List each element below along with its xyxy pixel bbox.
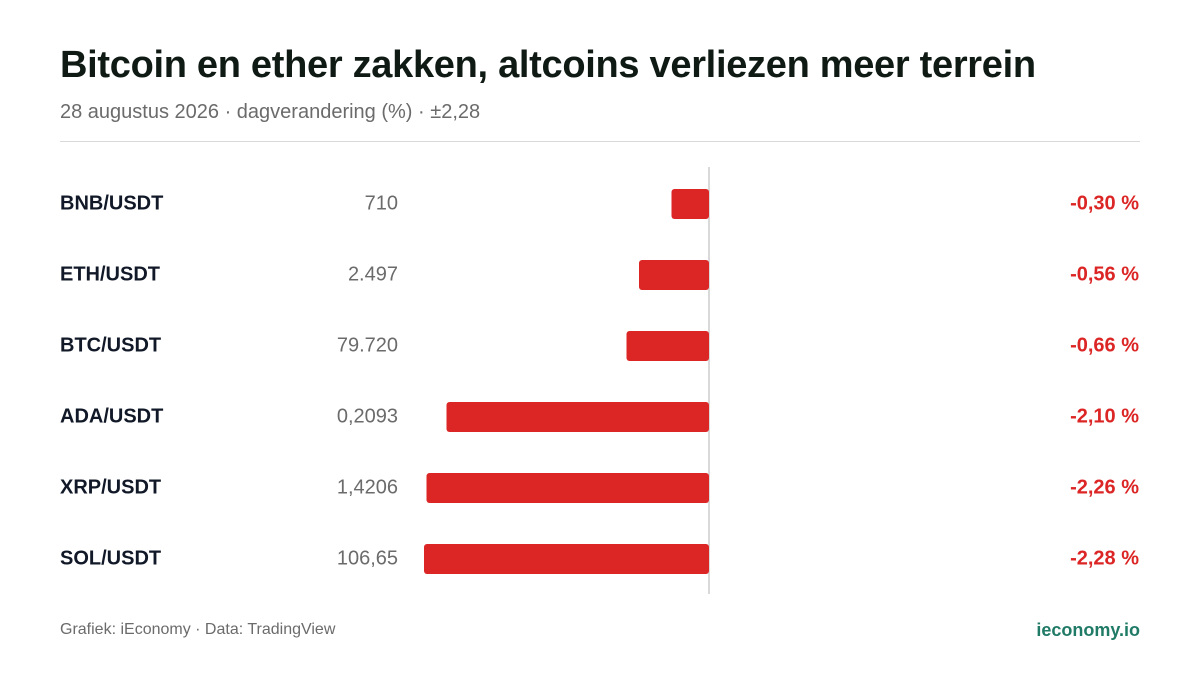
price-label: 1,4206 [337, 476, 398, 498]
value-label: -2,28 % [1070, 547, 1139, 569]
bar [446, 402, 709, 432]
value-label: -2,10 % [1070, 405, 1139, 427]
price-label: 2.497 [348, 263, 398, 285]
footer-brand: ieconomy.io [1036, 620, 1140, 640]
chart-subtitle: 28 augustus 2026 · dagverandering (%) · … [60, 101, 481, 123]
chart-title: Bitcoin en ether zakken, altcoins verlie… [60, 44, 1036, 86]
price-label: 710 [365, 192, 398, 214]
pair-label: ETH/USDT [60, 263, 160, 285]
bar [639, 260, 709, 290]
price-label: 106,65 [337, 547, 398, 569]
pair-label: BTC/USDT [60, 334, 161, 356]
header-divider [60, 141, 1140, 142]
bar [426, 473, 709, 503]
pair-label: BNB/USDT [60, 192, 163, 214]
pair-label: SOL/USDT [60, 547, 161, 569]
pair-label: XRP/USDT [60, 476, 161, 498]
price-label: 79.720 [337, 334, 398, 356]
footer-credit: Grafiek: iEconomy · Data: TradingView [60, 621, 336, 638]
value-label: -0,30 % [1070, 192, 1139, 214]
value-label: -0,56 % [1070, 263, 1139, 285]
value-label: -2,26 % [1070, 476, 1139, 498]
bar [671, 189, 709, 219]
pair-label: ADA/USDT [60, 405, 163, 427]
bar [626, 331, 709, 361]
value-label: -0,66 % [1070, 334, 1139, 356]
price-label: 0,2093 [337, 405, 398, 427]
bar [424, 544, 709, 574]
